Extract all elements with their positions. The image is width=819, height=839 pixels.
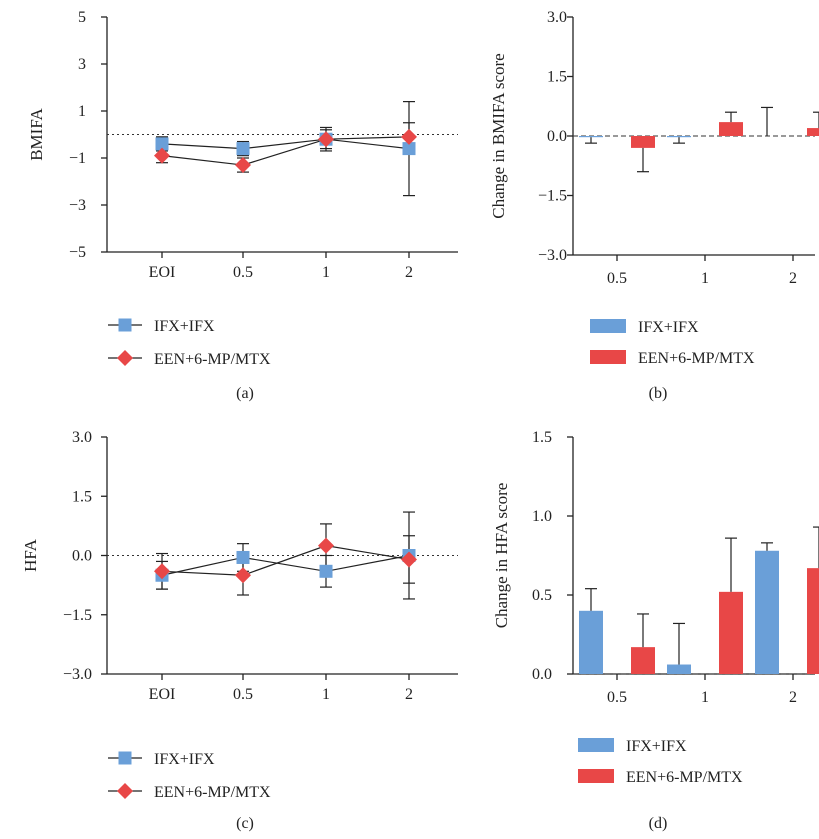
legend-marker-diamond — [117, 783, 133, 799]
bar-een — [631, 647, 655, 674]
y-axis-label: BMIFA — [27, 107, 46, 160]
x-tick-label: EOI — [149, 264, 176, 281]
series-line-ifx — [161, 554, 410, 576]
legend-label: IFX+IFX — [154, 751, 215, 768]
bar-ifx — [579, 610, 603, 674]
data-point-diamond — [401, 551, 417, 568]
y-tick-label: 3 — [78, 56, 86, 73]
x-tick-label: 0.5 — [607, 689, 627, 706]
panel-label: (a) — [236, 385, 254, 402]
bar-een — [719, 591, 743, 674]
legend-swatch — [590, 319, 626, 333]
y-tick-label: 1.5 — [547, 69, 567, 86]
legend: IFX+IFX EEN+6-MP/MTX — [108, 318, 271, 368]
legend-swatch — [578, 769, 614, 783]
x-tick-label: 1 — [701, 270, 709, 287]
y-tick-label: 3.0 — [547, 9, 567, 26]
data-point-diamond — [235, 567, 251, 584]
x-tick-label: EOI — [149, 686, 176, 703]
y-tick-label: 1.0 — [532, 508, 552, 525]
legend: IFX+IFX EEN+6-MP/MTX — [108, 751, 271, 801]
panel-d: 1.5 1.0 0.5 0.0 Change in HFA score (d) 0.5 1 2 I… — [492, 429, 819, 832]
y-tick-label: 0.0 — [547, 128, 567, 145]
x-tick-label: 1 — [322, 264, 330, 281]
data-point-square — [236, 142, 250, 156]
y-tick-label: −1.5 — [538, 188, 567, 205]
bar-een — [807, 568, 819, 674]
x-tick-label: 1 — [322, 686, 330, 703]
data-point-diamond — [154, 147, 170, 164]
bar-ifx — [667, 136, 691, 138]
series-line-een — [161, 545, 410, 576]
y-tick-label: −5 — [69, 244, 86, 261]
data-point-square — [155, 137, 169, 151]
x-tick-label: 0.5 — [607, 270, 627, 287]
x-tick-label: 2 — [405, 264, 413, 281]
y-tick-label: 1 — [78, 103, 86, 120]
legend: IFX+IFX EEN+6-MP/MTX — [578, 738, 743, 786]
y-tick-label: −1.5 — [63, 607, 92, 624]
data-point-diamond — [318, 537, 334, 554]
data-point-square — [319, 564, 333, 578]
y-tick-label: 1.5 — [532, 429, 552, 446]
panel-label: (d) — [649, 815, 668, 832]
y-axis-label: HFA — [21, 538, 40, 571]
x-tick-label: 2 — [789, 270, 797, 287]
bar-ifx — [755, 550, 779, 674]
bar-een — [807, 128, 819, 136]
data-point-diamond — [235, 157, 251, 174]
y-tick-label: −3.0 — [63, 666, 92, 683]
x-tick-label: 1 — [701, 689, 709, 706]
series-line-ifx — [161, 138, 410, 150]
data-point-diamond — [401, 128, 417, 145]
y-tick-label: 0.0 — [72, 548, 92, 565]
y-axis-label: Change in HFA score — [492, 483, 511, 629]
bar-ifx — [667, 664, 691, 674]
legend: IFX+IFX EEN+6-MP/MTX — [590, 319, 755, 367]
x-tick-label: 0.5 — [233, 264, 253, 281]
y-tick-label: 0.0 — [532, 666, 552, 683]
legend-label: IFX+IFX — [638, 319, 699, 336]
bar-een — [631, 136, 655, 148]
panel-label: (c) — [236, 815, 254, 832]
y-tick-label: 5 — [78, 9, 86, 26]
legend-swatch — [590, 350, 626, 364]
x-tick-label: 2 — [405, 686, 413, 703]
data-point-diamond — [154, 563, 170, 580]
x-tick-label: 2 — [789, 689, 797, 706]
y-tick-label: −3 — [69, 197, 86, 214]
legend-label: EEN+6-MP/MTX — [626, 769, 743, 786]
panel-label: (b) — [649, 385, 668, 402]
bar-ifx — [579, 136, 603, 138]
y-tick-label: 1.5 — [72, 488, 92, 505]
legend-marker-square — [118, 318, 132, 332]
y-tick-label: 0.5 — [532, 587, 552, 604]
legend-label: EEN+6-MP/MTX — [154, 784, 271, 801]
legend-label: EEN+6-MP/MTX — [638, 350, 755, 367]
y-tick-label: −1 — [69, 150, 86, 167]
panel-b: 3.0 1.5 0.0 −1.5 −3.0 Change in BMIFA score (b… — [489, 9, 819, 402]
bar-een — [719, 122, 743, 136]
data-point-diamond — [318, 131, 334, 148]
legend-label: IFX+IFX — [626, 738, 687, 755]
data-point-square — [236, 550, 250, 564]
data-point-square — [402, 142, 416, 156]
legend-label: EEN+6-MP/MTX — [154, 351, 271, 368]
legend-label: IFX+IFX — [154, 318, 215, 335]
legend-swatch — [578, 738, 614, 752]
panel-c: 3.0 1.5 0.0 −1.5 −3.0 HFA (c) EOI 0.5 1 2 IFX+IFX EE… — [21, 429, 458, 832]
y-tick-label: −3.0 — [538, 247, 567, 264]
panel-a: 5 3 1 −1 −3 −5 BMIFA (a) EOI 0.5 1 2 IFX+IFX EEN+6-MP… — [27, 9, 458, 402]
legend-marker-diamond — [117, 350, 133, 366]
y-tick-label: 3.0 — [72, 429, 92, 446]
y-axis-label: Change in BMIFA score — [489, 53, 508, 218]
legend-marker-square — [118, 751, 132, 765]
x-tick-label: 0.5 — [233, 686, 253, 703]
series-line-een — [161, 136, 410, 166]
